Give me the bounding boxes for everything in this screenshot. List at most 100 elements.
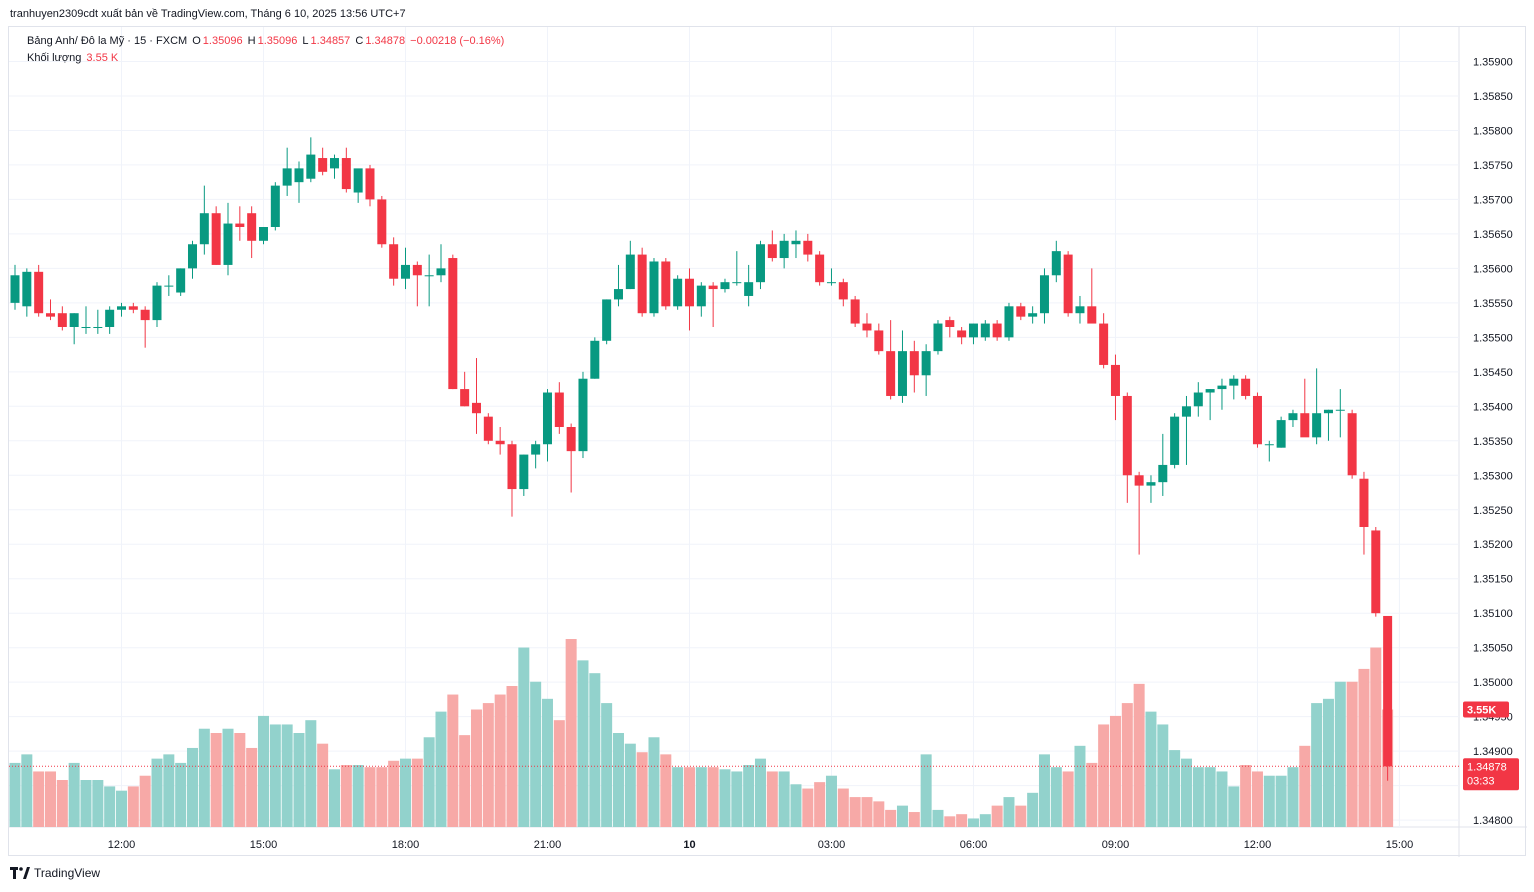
brand-label: TradingView <box>34 866 101 880</box>
candle-body <box>1300 413 1310 438</box>
volume-value: 3.55 K <box>86 52 119 64</box>
candle-body <box>211 213 221 265</box>
candle-body <box>483 416 493 441</box>
candle-body <box>140 309 150 321</box>
volume-bar <box>624 743 636 827</box>
candle-body <box>708 285 718 290</box>
volume-bar <box>186 747 198 827</box>
candle-body <box>1063 254 1073 314</box>
x-tick-label: 12:00 <box>1244 839 1272 851</box>
candle-body <box>282 168 292 186</box>
volume-bar <box>1228 786 1240 827</box>
x-tick-label: 03:00 <box>818 839 846 851</box>
candle-body <box>223 223 233 265</box>
tradingview-brand[interactable]: TradingView <box>10 866 100 880</box>
x-tick-label: 18:00 <box>392 839 420 851</box>
x-tick-label: 21:00 <box>534 839 562 851</box>
candle-body <box>1016 306 1026 317</box>
chart-frame[interactable]: 1.35900 1.35850 1.35800 1.35750 1.35700 1.356… <box>8 26 1527 857</box>
volume-bar <box>234 733 246 827</box>
volume-bar <box>754 758 766 827</box>
y-tick-label: 1.35250 <box>1473 505 1513 517</box>
y-tick-label: 1.34900 <box>1473 746 1513 758</box>
candle-body <box>1252 395 1262 445</box>
volume-bar <box>399 758 411 827</box>
volume-bar <box>68 762 80 827</box>
candle-body <box>294 168 304 183</box>
volume-bar <box>257 715 269 827</box>
candle-body <box>791 240 801 245</box>
price-axis[interactable]: 1.35900 1.35850 1.35800 1.35750 1.35700 1.356… <box>1473 56 1513 827</box>
y-tick-label: 1.35600 <box>1473 263 1513 275</box>
volume-bar <box>352 765 364 827</box>
time-axis[interactable]: 12:00 15:00 18:00 21:00 10 03:00 06:00 09:00 12:… <box>108 839 1413 851</box>
volume-bar <box>1027 792 1039 827</box>
candle-body <box>235 223 245 227</box>
volume-bar <box>885 809 897 827</box>
volume-bar <box>967 818 979 827</box>
candle-body <box>152 285 162 321</box>
candle-body <box>566 427 576 452</box>
y-tick-label: 1.35300 <box>1473 470 1513 482</box>
volume-bar <box>423 737 435 827</box>
volume-bar <box>648 737 660 827</box>
candle-body <box>424 275 434 277</box>
volume-bar <box>1145 711 1157 827</box>
volume-bar <box>246 747 258 827</box>
volume-bar <box>932 809 944 827</box>
price-tags: 3.55K 1.34878 03:33 <box>1463 701 1519 791</box>
volume-bar <box>435 711 447 827</box>
y-tick-label: 1.34800 <box>1473 815 1513 827</box>
y-tick-label: 1.35000 <box>1473 677 1513 689</box>
candle-body <box>732 282 742 284</box>
candle-body <box>306 154 316 179</box>
volume-bar <box>518 647 530 827</box>
open-value: 1.35096 <box>202 35 243 47</box>
candle-body <box>578 378 588 452</box>
candle-body <box>1241 378 1251 396</box>
candle-body <box>247 213 257 241</box>
volume-bar <box>1109 715 1121 827</box>
volume-bar <box>222 728 234 827</box>
candle-body <box>1359 478 1369 527</box>
candle-body <box>389 244 399 279</box>
volume-bar <box>21 754 33 827</box>
candle-body <box>1099 323 1109 365</box>
volume-bar <box>1287 767 1299 827</box>
volume-bar <box>896 805 908 827</box>
volume-bar <box>269 724 281 827</box>
candle-body <box>1264 444 1274 446</box>
volume-legend[interactable]: Khối lượng 3.55 K <box>27 52 120 64</box>
volume-bar <box>9 762 21 827</box>
grid-lines <box>9 27 1527 857</box>
candle-body <box>105 309 115 327</box>
close-label: C <box>355 35 364 47</box>
price-tag-text: 1.34878 <box>1467 761 1507 773</box>
candle-body <box>258 227 268 241</box>
volume-bar <box>956 814 968 827</box>
ohlc-legend[interactable]: Bảng Anh/ Đô la Mỹ · 15 · FXCM O 1.35096 … <box>27 35 506 47</box>
volume-bar <box>1192 767 1204 827</box>
candle-body <box>874 330 884 352</box>
y-tick-label: 1.35100 <box>1473 608 1513 620</box>
volume-bar <box>470 709 482 827</box>
candlestick-chart[interactable]: 1.35900 1.35850 1.35800 1.35750 1.35700 1.356… <box>9 27 1527 857</box>
candle-body <box>933 323 943 352</box>
volume-bar <box>175 762 187 827</box>
candle-body <box>1134 475 1144 486</box>
candle-body <box>696 285 706 307</box>
high-value: 1.35096 <box>257 35 298 47</box>
candle-body <box>1122 395 1132 476</box>
volume-bar <box>198 728 210 827</box>
volume-bar <box>565 639 577 827</box>
x-tick-label: 06:00 <box>960 839 988 851</box>
volume-bar <box>447 694 459 827</box>
low-label: L <box>302 35 309 47</box>
candle-body <box>1004 306 1014 338</box>
volume-bar <box>825 775 837 827</box>
volume-bar <box>589 673 601 827</box>
volume-bar <box>861 797 873 827</box>
symbol-label[interactable]: Bảng Anh/ Đô la Mỹ · 15 · FXCM <box>27 35 188 47</box>
volume-bar <box>695 767 707 827</box>
volume-bar <box>151 758 163 827</box>
